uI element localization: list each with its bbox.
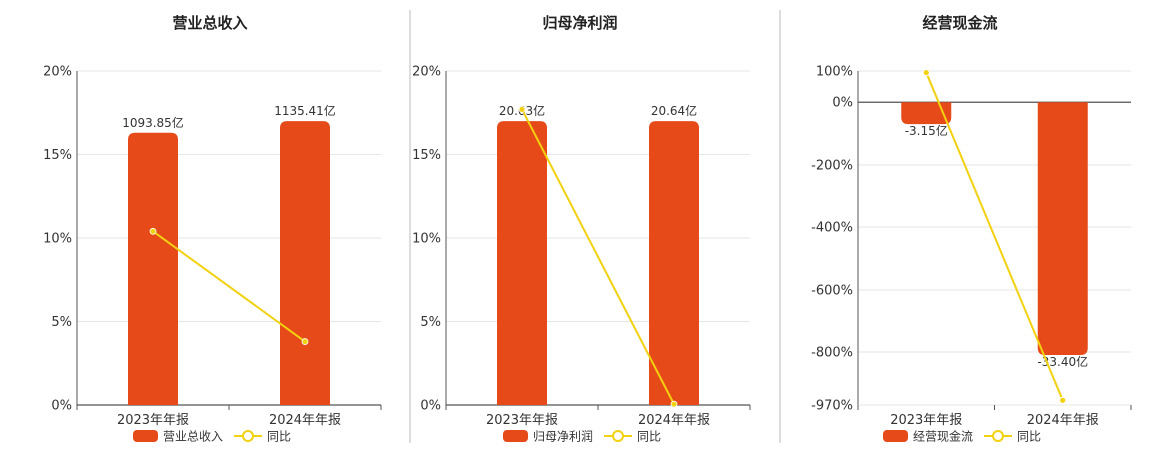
bar-data-label: 1135.41亿 [274, 103, 336, 118]
yoy-point [149, 227, 157, 235]
y-tick-label: 5% [420, 315, 441, 330]
y-tick-label: 0% [51, 399, 72, 414]
bar [1037, 102, 1088, 356]
bar [497, 121, 547, 405]
y-tick-label: 10% [412, 232, 441, 247]
y-tick-label: 0% [832, 96, 853, 111]
y-tick-label: 5% [51, 315, 72, 330]
y-tick-label: 10% [43, 232, 72, 247]
x-category-label: 2023年年报 [486, 413, 558, 428]
y-tick-label: -400% [811, 221, 853, 236]
y-tick-label: -800% [811, 346, 853, 361]
y-tick-label: 100% [816, 65, 853, 80]
legend-line-label: 同比 [637, 430, 661, 444]
yoy-point [670, 400, 678, 408]
legend-bar-swatch [133, 430, 158, 442]
y-tick-label: 20% [43, 65, 72, 80]
yoy-point [922, 69, 930, 76]
y-tick-label: 20% [412, 65, 441, 80]
x-category-label: 2024年年报 [638, 413, 710, 428]
y-tick-label: -600% [811, 284, 853, 299]
y-tick-label: -200% [811, 159, 853, 174]
bar [901, 102, 952, 125]
bar [649, 121, 699, 405]
chart-panel-2: 归母净利润0%5%10%15%20%2023年年报2024年年报20.63亿20… [412, 14, 751, 444]
yoy-line [152, 230, 306, 343]
x-category-label: 2024年年报 [1027, 413, 1099, 428]
yoy-point [301, 338, 309, 345]
legend-bar-label: 营业总收入 [163, 430, 223, 444]
yoy-line [925, 72, 1064, 401]
bar-data-label: -3.15亿 [905, 123, 948, 138]
y-tick-label: -970% [811, 399, 853, 414]
y-tick-label: 15% [412, 148, 441, 163]
legend-bar-label: 经营现金流 [913, 429, 973, 444]
legend-bar-label: 归母净利润 [533, 430, 593, 444]
chart-title: 营业总收入 [172, 14, 247, 32]
legend-line-marker [992, 430, 1004, 442]
x-category-label: 2024年年报 [269, 413, 341, 428]
yoy-point [518, 106, 526, 113]
x-category-label: 2023年年报 [890, 413, 962, 428]
y-tick-label: 0% [420, 399, 441, 414]
y-tick-label: 15% [43, 148, 72, 163]
legend-line-label: 同比 [267, 430, 291, 444]
bar-data-label: -33.40亿 [1037, 354, 1088, 369]
bar-data-label: 1093.85亿 [122, 115, 184, 130]
chart-panel-3: 经营现金流 100% 0% -200% -400% -600% -800% -970% 2023… [811, 14, 1132, 444]
yoy-line [521, 108, 675, 405]
chart-panel-1: 营业总收入 0% 5% 10% 15% 20% 2023年年报 2024年年报 1093.85亿… [43, 14, 382, 444]
yoy-point [1059, 396, 1067, 404]
chart-title: 经营现金流 [922, 14, 997, 32]
x-category-label: 2023年年报 [117, 413, 189, 428]
legend-bar-swatch [883, 430, 908, 442]
bar [280, 121, 330, 405]
legend-line-marker [242, 430, 254, 442]
legend-line-label: 同比 [1017, 430, 1041, 444]
bar [128, 132, 178, 406]
bar-data-label: 20.64亿 [651, 103, 697, 118]
legend-line-marker [612, 430, 624, 442]
legend-bar-swatch [503, 430, 528, 442]
chart-title: 归母净利润 [542, 14, 617, 32]
